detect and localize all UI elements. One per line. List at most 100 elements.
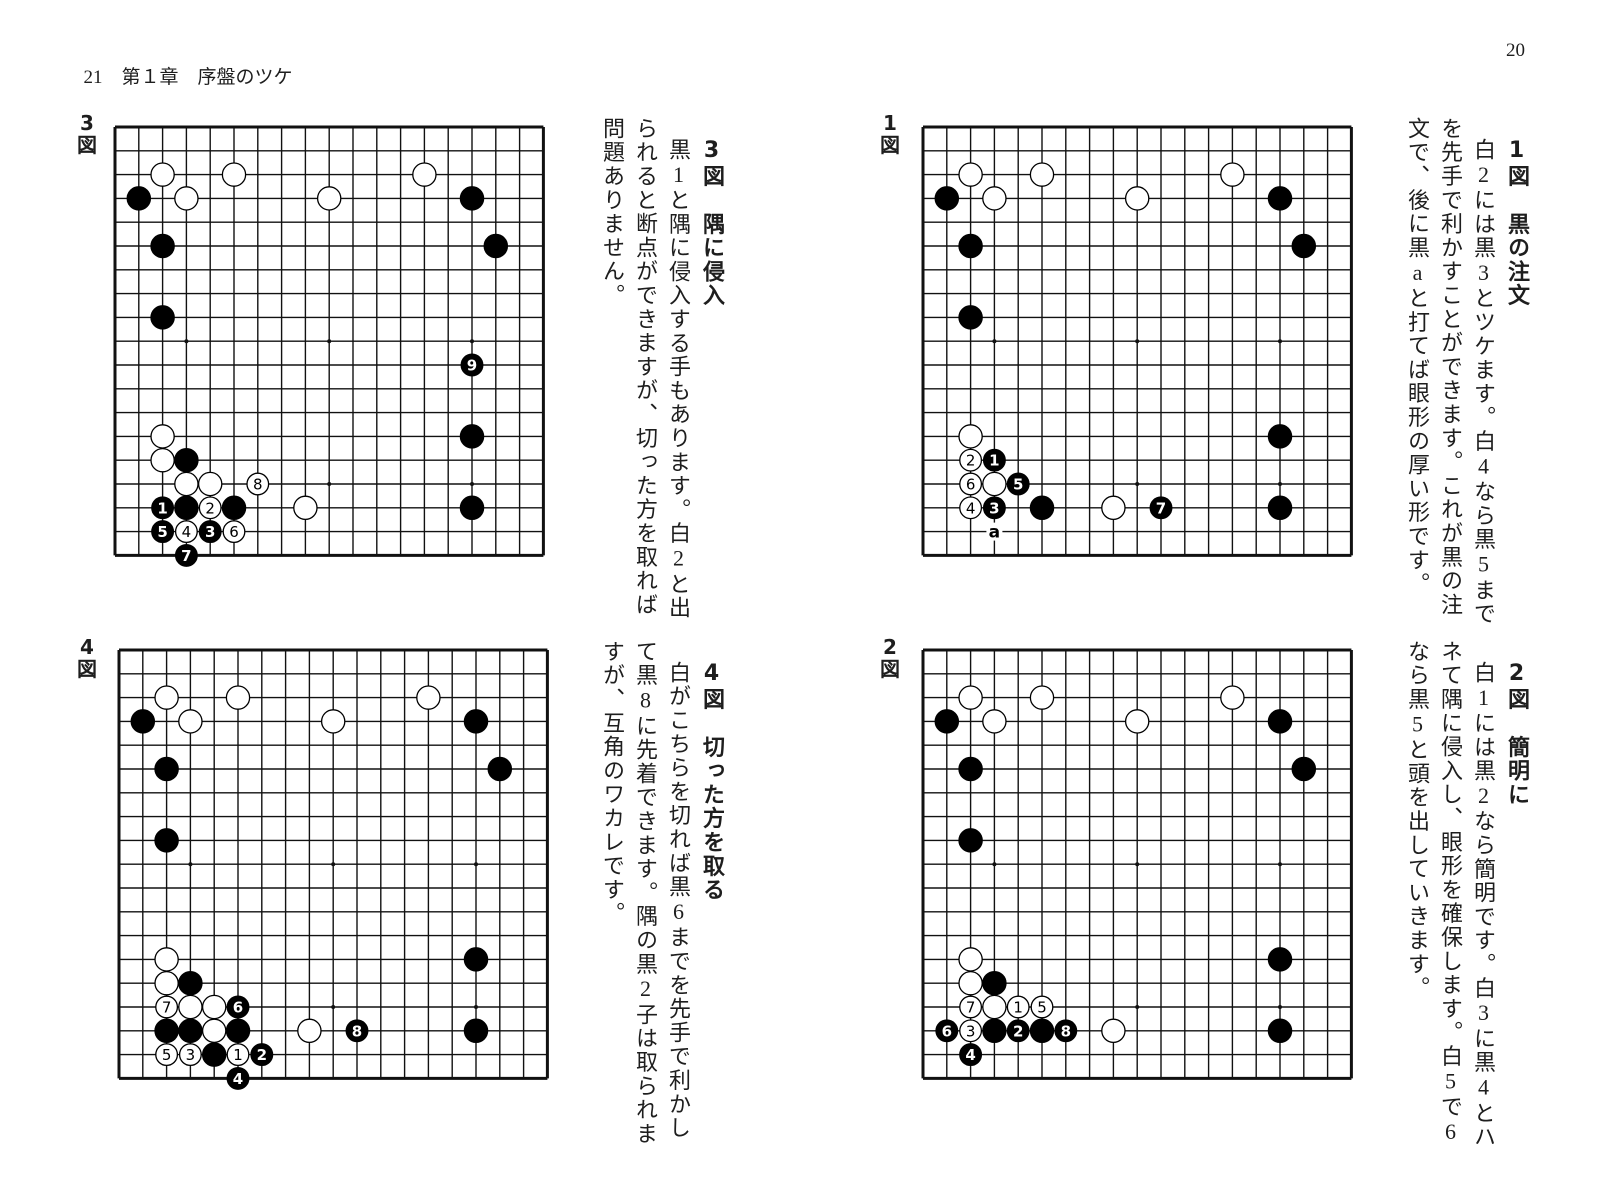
- stone-disc: [226, 995, 250, 1019]
- stone-disc: [982, 496, 1006, 520]
- stone-disc: [459, 186, 485, 211]
- white-stone: [154, 970, 179, 996]
- stone-disc: [1267, 424, 1293, 449]
- stone-disc: [982, 994, 1007, 1020]
- stone-disc: [154, 685, 179, 710]
- star-point: [1278, 482, 1282, 486]
- commentary-figure-3: 3図 隅に侵入 黒1と隅に侵入する手もあります。白2と出 られると断点ができます…: [596, 117, 728, 620]
- stone-disc: [250, 1043, 274, 1067]
- black-stone: [463, 709, 489, 734]
- move-number: 7: [1156, 499, 1166, 517]
- move-number: 6: [966, 476, 976, 494]
- stone-disc: [150, 424, 175, 449]
- stone-disc: [958, 756, 983, 782]
- black-stone: [958, 233, 983, 259]
- commentary-line: 問題ありません。: [600, 117, 625, 308]
- stone-disc: [959, 1043, 983, 1067]
- stone-disc: [1029, 162, 1055, 187]
- stone-disc: [1267, 947, 1293, 972]
- stone-disc: [201, 1042, 227, 1067]
- stone-disc: [1220, 685, 1245, 710]
- stone-disc: [1029, 685, 1055, 710]
- stone-disc: [982, 970, 1007, 996]
- move-number: 5: [1013, 476, 1023, 494]
- white-stone: [958, 685, 983, 710]
- star-point: [188, 862, 193, 867]
- move-number: 6: [942, 1022, 952, 1040]
- stone-disc: [320, 709, 346, 734]
- white-stone: [982, 709, 1007, 734]
- stone-disc: [463, 1018, 489, 1044]
- move-number: 7: [181, 547, 191, 565]
- move-number: 4: [233, 1070, 243, 1088]
- commentary-figure-4: 4図 切った方を取る 白がこちらを切れば黒6までを先手で利かし て黒8に先着でき…: [596, 640, 728, 1146]
- black-stone: [178, 970, 203, 996]
- stone-disc: [297, 1018, 322, 1044]
- stone-disc: [225, 685, 251, 710]
- stone-disc: [150, 447, 175, 473]
- white-stone: [178, 994, 203, 1020]
- move-number: 2: [966, 452, 976, 470]
- black-stone-2: 2: [250, 1043, 274, 1067]
- move-number: 2: [1013, 1022, 1023, 1040]
- stone-disc: [198, 520, 222, 544]
- stone-disc: [1029, 495, 1055, 521]
- move-number: 8: [352, 1022, 362, 1040]
- white-stone: [293, 495, 318, 521]
- stone-disc: [982, 709, 1007, 734]
- marker-background: [986, 522, 1003, 541]
- commentary-line: 白2には黒3とツケます。白4なら黒5まで: [1471, 138, 1496, 626]
- figure-number: 4: [80, 635, 94, 659]
- move-number: 6: [229, 523, 239, 541]
- white-stone: [1029, 162, 1055, 187]
- move-number: 2: [205, 499, 215, 517]
- black-stone: [934, 186, 960, 211]
- white-stone: [982, 471, 1007, 497]
- stone-disc: [222, 520, 246, 544]
- stone-disc: [225, 1018, 251, 1044]
- commentary-line: を先手で利かすことができます。これが黒の注: [1438, 117, 1463, 617]
- white-stone-5: 5: [155, 1043, 179, 1067]
- stone-disc: [316, 186, 342, 211]
- stone-disc: [221, 162, 247, 187]
- stone-disc: [1267, 186, 1293, 211]
- stone-disc: [982, 471, 1007, 497]
- stone-disc: [178, 709, 203, 734]
- star-point: [1135, 482, 1140, 486]
- black-stone: [1267, 495, 1293, 521]
- stone-disc: [226, 1066, 250, 1090]
- commentary-line: すが、互角のワカレです。: [600, 640, 625, 926]
- stone-disc: [174, 495, 199, 521]
- stone-disc: [1101, 1018, 1126, 1044]
- black-stone: [221, 495, 247, 521]
- stone-disc: [460, 353, 484, 377]
- move-number: 3: [989, 499, 999, 517]
- stone-disc: [412, 162, 437, 187]
- star-point: [470, 339, 474, 344]
- stone-disc: [1101, 495, 1126, 521]
- move-number: 4: [965, 1046, 975, 1064]
- move-number: 1: [1013, 999, 1023, 1017]
- commentary-line: 白1には黒2なら簡明です。白3に黒4とハ: [1471, 661, 1496, 1149]
- black-stone: [463, 947, 489, 972]
- white-stone-2: 2: [959, 448, 983, 472]
- white-stone: [1029, 685, 1055, 710]
- move-number: 5: [157, 523, 167, 541]
- figure-suffix: 図: [880, 657, 900, 681]
- star-point: [1278, 1005, 1282, 1009]
- white-stone: [958, 162, 983, 187]
- stone-disc: [958, 685, 983, 710]
- black-stone-2: 2: [1006, 1019, 1030, 1043]
- stone-disc: [126, 186, 152, 211]
- white-stone-1: 1: [1006, 995, 1030, 1019]
- black-stone: [934, 709, 960, 734]
- stone-disc: [982, 1018, 1007, 1044]
- white-stone: [225, 685, 251, 710]
- stone-disc: [463, 709, 489, 734]
- white-stone: [1220, 162, 1245, 187]
- white-stone: [174, 186, 199, 211]
- white-stone: [982, 186, 1007, 211]
- black-stone-6: 6: [226, 995, 250, 1019]
- stone-disc: [197, 471, 223, 497]
